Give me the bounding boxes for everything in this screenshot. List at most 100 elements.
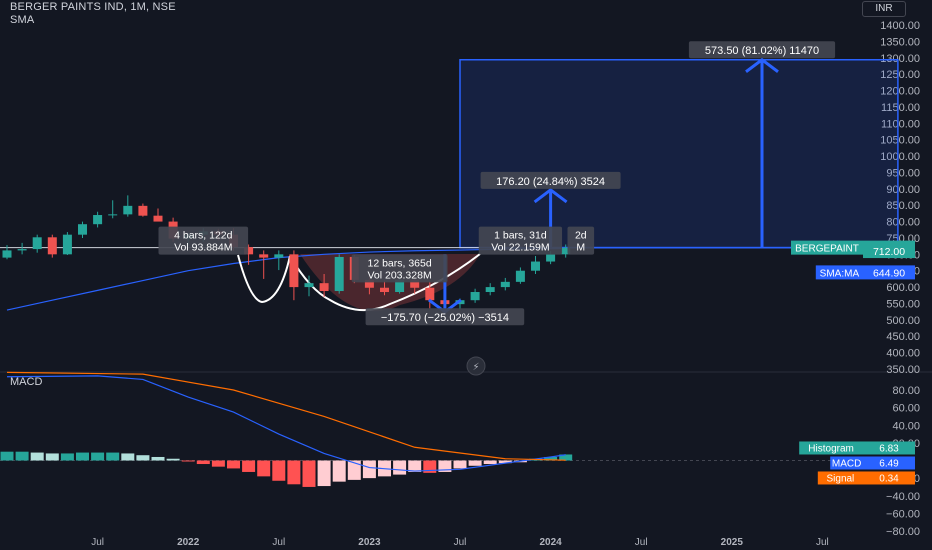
histogram-bar [227, 460, 240, 469]
histogram-bar [242, 460, 256, 472]
time-tick-label: Jul [454, 537, 467, 548]
histogram-bar [272, 460, 286, 481]
histogram-bar [393, 460, 407, 475]
histogram-bar [106, 452, 120, 461]
candle-body [515, 270, 525, 282]
time-tick-label: Jul [91, 537, 104, 548]
annotation-box[interactable] [567, 226, 595, 255]
macd-tick-label: −60.00 [886, 508, 920, 520]
macd-tick-label: 40.00 [892, 420, 920, 432]
histogram-bar [468, 460, 482, 466]
macd-value-tag [863, 456, 915, 470]
time-tick-label: 2025 [721, 537, 744, 548]
handle-curve[interactable] [237, 254, 291, 304]
price-tick-label: 1350.00 [880, 36, 920, 48]
histogram-bar [423, 460, 437, 473]
candle-body [500, 281, 510, 288]
candle-body [304, 283, 314, 288]
histogram-bar [317, 460, 331, 487]
histogram-bar [453, 460, 467, 469]
time-tick-label: Jul [816, 537, 829, 548]
price-tick-label: 1400.00 [880, 20, 920, 32]
price-tick-label: 1300.00 [880, 53, 920, 65]
annotation-line2: Vol 203.328M [367, 269, 431, 281]
measure-label-box[interactable] [480, 171, 621, 189]
candle-body [410, 279, 420, 288]
histogram-bar [0, 451, 14, 461]
time-tick-label: Jul [635, 537, 648, 548]
annotation-line1: 12 bars, 365d [367, 257, 431, 269]
histogram-bar [408, 460, 422, 472]
candle-body [108, 214, 118, 216]
series-name-label: BERGEPAINT [795, 244, 859, 255]
measure-label: 176.20 (24.84%) 3524 [496, 176, 605, 188]
histogram-bar [287, 460, 301, 485]
candle-body [319, 283, 329, 292]
histogram-bar [483, 460, 497, 465]
macd-value-label: 0.34 [879, 473, 899, 484]
price-tick-label: 400.00 [886, 348, 920, 360]
flash-icon[interactable] [466, 356, 486, 376]
histogram-bar [15, 451, 29, 461]
macd-tick-label: −40.00 [886, 491, 920, 503]
candle-body [546, 254, 556, 262]
candle-body [244, 247, 254, 255]
histogram-bar [45, 453, 59, 461]
candle-body [2, 250, 12, 258]
candle-body [289, 254, 299, 288]
macd-legend-tag [830, 456, 863, 470]
candle-body [364, 279, 374, 288]
measure-arrowhead[interactable] [745, 57, 779, 73]
price-value-tag [863, 244, 915, 259]
macd-legend-name: MACD [832, 458, 861, 469]
annotation-line1: 4 bars, 122d [174, 230, 233, 242]
macd-legend-tag [799, 441, 863, 455]
target-zone[interactable] [459, 58, 899, 249]
candle-body [485, 287, 495, 293]
histogram-bar [438, 460, 452, 472]
annotation-box[interactable] [158, 226, 249, 255]
measure-label-box[interactable] [688, 41, 836, 59]
candle-body [425, 287, 435, 301]
price-tick-label: 800.00 [886, 217, 920, 229]
price-tick-label: 600.00 [886, 282, 920, 294]
price-value-label: 644.90 [873, 267, 905, 279]
price-tick-label: 850.00 [886, 200, 920, 212]
histogram-bar [559, 454, 573, 461]
macd-tick-label: 80.00 [892, 385, 920, 397]
histogram-bar [121, 453, 135, 461]
time-tick-label: 2023 [358, 537, 381, 548]
currency-button[interactable]: INR [862, 1, 906, 17]
candle-body [93, 215, 103, 225]
sma-line [6, 247, 566, 311]
histogram-bar [332, 460, 346, 482]
price-tick-label: 1250.00 [880, 69, 920, 81]
histogram-bar [211, 460, 225, 467]
annotation-box[interactable] [351, 254, 448, 283]
signal-line [6, 371, 566, 461]
histogram-bar [257, 460, 271, 477]
annotation-box[interactable] [478, 226, 563, 255]
price-tick-label: 900.00 [886, 184, 920, 196]
macd-legend-name: Histogram [808, 443, 854, 454]
candle-body [62, 234, 72, 255]
histogram-bar [60, 453, 74, 461]
candle-body [47, 237, 57, 255]
price-value-tag [863, 265, 915, 280]
measure-label: −175.70 (−25.02%) −3514 [381, 312, 509, 324]
time-tick-label: 2022 [177, 537, 200, 548]
histogram-bar [498, 460, 512, 464]
macd-title: MACD [10, 376, 42, 388]
price-tick-label: 500.00 [886, 315, 920, 327]
candle-body [395, 279, 405, 293]
price-tick-label: 450.00 [886, 331, 920, 343]
price-tick-label: 1050.00 [880, 135, 920, 147]
histogram-bar [196, 460, 210, 465]
candle-body [334, 256, 344, 292]
measure-arrowhead[interactable] [533, 188, 568, 204]
candle-body [32, 237, 42, 250]
histogram-bar [544, 456, 558, 461]
measure-label-box[interactable] [365, 308, 525, 326]
time-tick-label: Jul [272, 537, 285, 548]
